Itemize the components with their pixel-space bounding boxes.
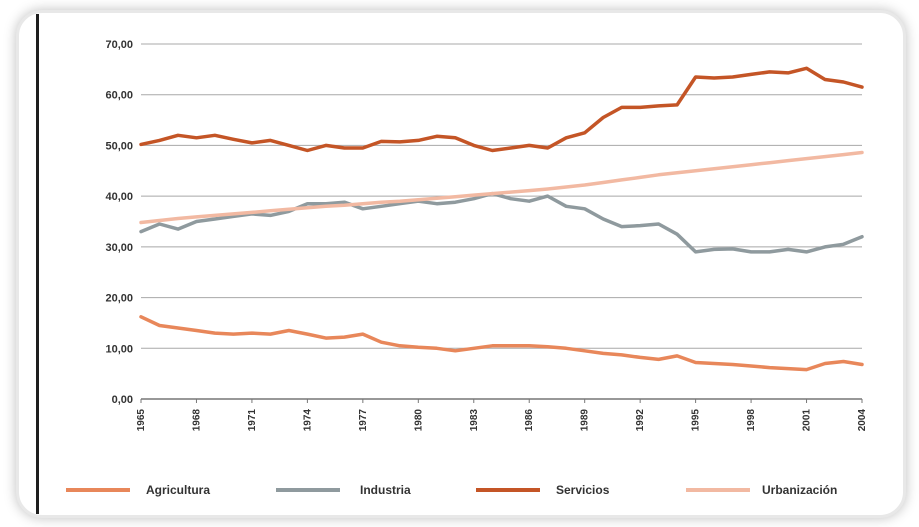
legend-label: Agricultura (146, 483, 210, 497)
y-tick-label: 30,00 (105, 242, 133, 254)
legend-label: Urbanización (762, 483, 837, 497)
series-line-urbanización (139, 150, 864, 225)
y-tick-label: 10,00 (105, 343, 133, 355)
x-tick-label: 1989 (580, 409, 591, 432)
legend: Agricultura Industria Servicios Urbanizació… (66, 483, 837, 497)
left-border-bar (36, 14, 39, 514)
y-axis-ticks: 0,00 10,00 20,00 30,00 40,00 50,00 60,00 70,00 (105, 39, 133, 406)
y-tick-label: 70,00 (105, 39, 133, 51)
x-tick-label: 1983 (469, 409, 480, 432)
series-lines (139, 66, 864, 372)
x-tick-label: 1986 (524, 409, 535, 432)
x-tick-label: 1974 (302, 409, 313, 432)
x-tick-label: 1977 (358, 409, 369, 432)
y-tick-label: 20,00 (105, 293, 133, 305)
x-tick-label: 1965 (136, 409, 147, 432)
x-tick-label: 2001 (802, 409, 813, 432)
y-tick-label: 50,00 (105, 140, 133, 152)
y-tick-label: 60,00 (105, 90, 133, 102)
series-line-servicios (139, 66, 864, 153)
x-tick-label: 2004 (857, 409, 868, 432)
y-tick-label: 40,00 (105, 191, 133, 203)
legend-label: Industria (360, 483, 411, 497)
x-tick-label: 1992 (635, 409, 646, 432)
y-tick-label: 0,00 (112, 394, 133, 406)
x-tick-label: 1995 (691, 409, 702, 432)
x-tick-label: 1998 (746, 409, 757, 432)
series-line-industria (139, 191, 864, 254)
x-tick-label: 1971 (247, 409, 258, 432)
x-tick-label: 1968 (191, 409, 202, 432)
x-axis-ticks: 1965 1968 1971 1974 1977 1980 1983 1986 1989 1992… (136, 399, 868, 431)
series-line-agricultura (139, 315, 864, 372)
grid-lines (141, 43, 862, 400)
x-tick-label: 1980 (413, 409, 424, 432)
legend-label: Servicios (556, 483, 610, 497)
